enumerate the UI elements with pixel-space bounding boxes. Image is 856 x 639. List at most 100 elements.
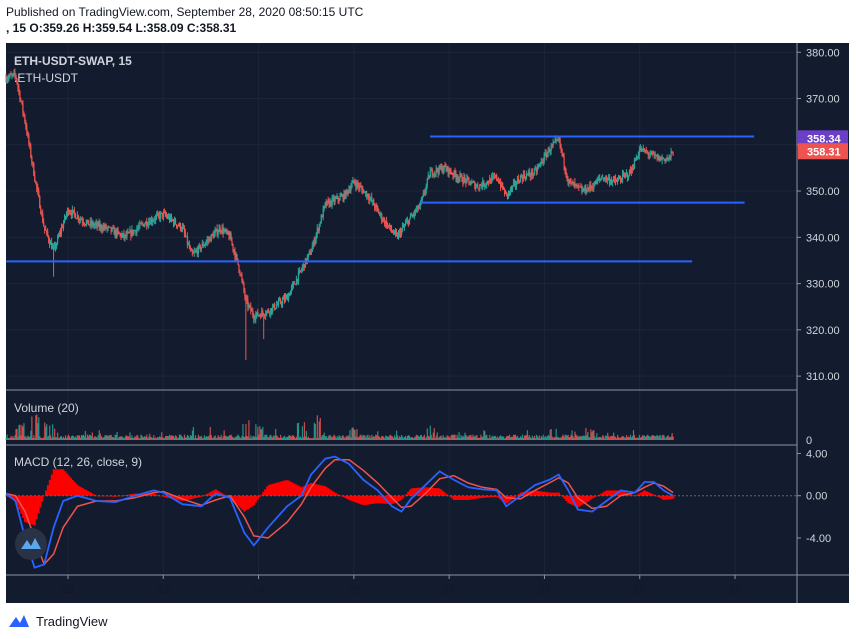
candle-body xyxy=(122,233,124,235)
volume-bar xyxy=(337,437,339,440)
candle-body xyxy=(59,232,61,237)
volume-bar xyxy=(333,434,335,440)
candle-body xyxy=(71,209,74,216)
candle-body xyxy=(558,138,560,140)
volume-bar xyxy=(147,438,149,440)
volume-bar xyxy=(156,438,158,440)
volume-bar xyxy=(184,437,187,440)
candle-body xyxy=(206,240,208,242)
candle-body xyxy=(167,216,169,219)
volume-bar xyxy=(196,438,198,440)
candle-body xyxy=(529,175,532,177)
tradingview-watermark-icon[interactable] xyxy=(15,528,47,560)
open-value: 359.26 xyxy=(42,21,80,35)
volume-bar xyxy=(92,438,94,440)
volume-bar xyxy=(309,438,311,440)
volume-bar xyxy=(645,436,647,440)
candle-body xyxy=(34,175,36,182)
volume-bar xyxy=(119,436,121,440)
volume-bar xyxy=(145,437,147,440)
candle-body xyxy=(625,173,628,175)
volume-bar xyxy=(634,437,637,440)
candle-body xyxy=(507,193,509,196)
candle-body xyxy=(225,229,227,233)
volume-bar xyxy=(390,434,392,440)
volume-bar xyxy=(485,435,487,440)
volume-bar xyxy=(41,438,43,440)
volume-bar xyxy=(517,437,520,440)
candle-body xyxy=(63,216,66,223)
candle-body xyxy=(256,311,258,315)
volume-bar xyxy=(458,432,460,440)
candle-body xyxy=(183,228,186,234)
volume-bar xyxy=(326,438,328,440)
macd-histogram-bar xyxy=(313,483,316,496)
volume-bar xyxy=(153,435,155,440)
volume-bar xyxy=(454,434,456,440)
volume-bar xyxy=(408,435,411,440)
volume-bar xyxy=(355,436,357,440)
volume-bar xyxy=(40,437,42,440)
price-badge-label: 358.34 xyxy=(807,133,842,145)
candle-body xyxy=(94,224,96,226)
candle-body xyxy=(506,191,508,194)
volume-bar xyxy=(204,437,206,440)
volume-bar xyxy=(285,436,288,440)
macd-histogram-bar xyxy=(540,491,543,496)
volume-bar xyxy=(549,429,551,440)
candle-body xyxy=(368,197,370,200)
volume-bar xyxy=(546,436,548,440)
volume-bar xyxy=(75,437,78,440)
volume-bar xyxy=(361,436,363,440)
volume-bar xyxy=(180,435,183,440)
volume-bar xyxy=(396,430,398,440)
volume-bar xyxy=(582,435,584,440)
macd-histogram-bar xyxy=(65,473,69,496)
candle-body xyxy=(672,152,674,156)
volume-bar xyxy=(106,435,108,440)
footer-brand[interactable]: TradingView xyxy=(8,610,108,632)
volume-bar xyxy=(15,429,17,440)
macd-histogram-bar xyxy=(90,493,93,496)
volume-bar xyxy=(53,437,55,440)
volume-bar xyxy=(276,435,278,440)
candle-body xyxy=(447,166,449,174)
candle-body xyxy=(617,179,619,182)
candle-body xyxy=(277,304,279,306)
candle-body xyxy=(597,179,599,181)
volume-bar xyxy=(259,426,261,440)
volume-bar xyxy=(501,436,503,440)
volume-bar xyxy=(548,435,550,440)
candle-body xyxy=(664,158,666,162)
volume-bar xyxy=(197,434,199,440)
macd-histogram-bar xyxy=(494,495,498,497)
candle-body xyxy=(395,230,397,233)
volume-bar xyxy=(498,438,500,440)
candle-body xyxy=(410,215,413,217)
volume-bar xyxy=(61,438,64,440)
volume-bar xyxy=(267,436,269,440)
candle-body xyxy=(484,185,486,187)
volume-bar xyxy=(400,434,403,440)
volume-bar xyxy=(306,437,309,440)
volume-bar xyxy=(436,432,438,440)
macd-histogram-bar xyxy=(300,487,303,496)
time-axis[interactable]: 22 23 24 25 26 27 28 29 xyxy=(62,575,741,596)
volume-bar xyxy=(198,436,200,440)
horizontal-levels[interactable] xyxy=(6,135,755,263)
macd-tick-label: -4.00 xyxy=(806,533,831,545)
volume-bar xyxy=(111,436,113,440)
candle-body xyxy=(464,176,466,180)
volume-bar xyxy=(312,437,314,440)
macd-histogram-bar xyxy=(388,495,391,504)
candle-body xyxy=(350,187,352,191)
candle-body xyxy=(145,221,147,225)
candle-body xyxy=(669,155,671,158)
volume-bar xyxy=(224,435,226,440)
volume-bar xyxy=(9,438,11,440)
volume-bar xyxy=(118,437,120,440)
volume-bar xyxy=(566,435,568,440)
candle-body xyxy=(574,182,576,185)
macd-histogram-bar xyxy=(292,483,296,496)
chart-canvas[interactable]: 380.00370.00360.00350.00340.00330.00320.… xyxy=(0,0,856,610)
